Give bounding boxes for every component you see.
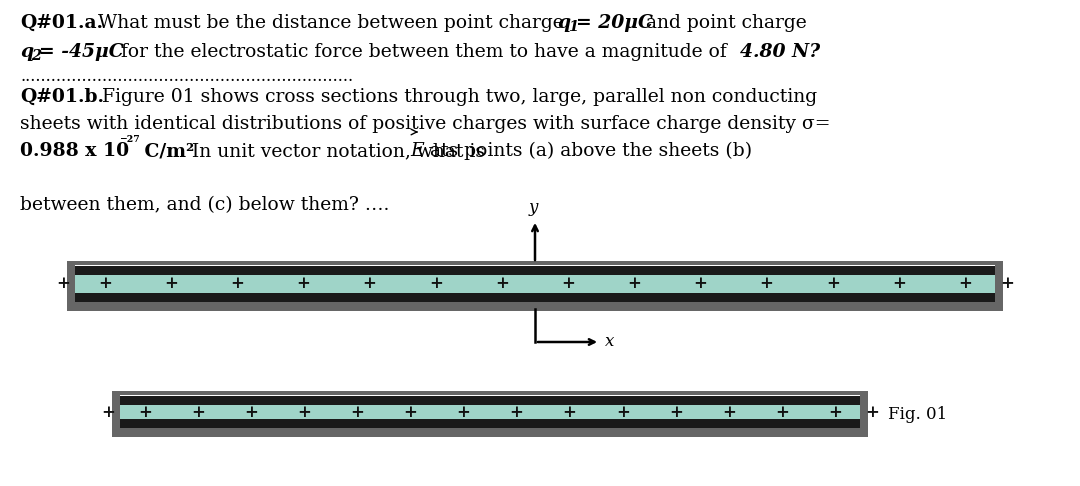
Text: ats points (a) above the sheets (b): ats points (a) above the sheets (b) xyxy=(424,142,752,160)
Bar xyxy=(75,270,995,302)
Text: +: + xyxy=(693,275,707,292)
Text: 4.80 N?: 4.80 N? xyxy=(740,43,820,61)
Text: +: + xyxy=(775,403,788,420)
Bar xyxy=(995,261,1003,309)
Text: +: + xyxy=(56,275,70,292)
Text: for the electrostatic force between them to have a magnitude of: for the electrostatic force between them… xyxy=(114,43,732,61)
Text: 0.988 x 10: 0.988 x 10 xyxy=(21,142,130,160)
Text: ⁻²⁷: ⁻²⁷ xyxy=(119,136,139,150)
Text: +: + xyxy=(562,275,575,292)
Text: +: + xyxy=(865,403,879,420)
Text: x: x xyxy=(605,333,615,350)
Text: 2: 2 xyxy=(31,49,41,63)
Text: +: + xyxy=(828,403,842,420)
Text: +: + xyxy=(404,403,417,420)
Text: +: + xyxy=(244,403,258,420)
Text: What must be the distance between point charge: What must be the distance between point … xyxy=(98,14,570,32)
Bar xyxy=(120,396,860,405)
Text: +: + xyxy=(297,403,311,420)
Bar xyxy=(860,391,868,435)
Bar xyxy=(67,261,1003,265)
Text: +: + xyxy=(164,275,178,292)
Text: q: q xyxy=(557,14,570,32)
Text: +: + xyxy=(297,275,310,292)
Text: +: + xyxy=(102,403,114,420)
Bar xyxy=(120,400,860,428)
Text: +: + xyxy=(510,403,524,420)
Text: +: + xyxy=(721,403,735,420)
Bar xyxy=(120,419,860,428)
Bar xyxy=(112,391,868,395)
Text: between them, and (c) below them? ….: between them, and (c) below them? …. xyxy=(21,196,390,214)
Text: and point charge: and point charge xyxy=(640,14,807,32)
Text: +: + xyxy=(495,275,509,292)
Bar xyxy=(67,302,1003,311)
Bar xyxy=(75,266,995,275)
Text: q: q xyxy=(21,43,33,61)
Text: +: + xyxy=(429,275,443,292)
Text: = -45μC: = -45μC xyxy=(39,43,123,61)
Text: +: + xyxy=(138,403,152,420)
Bar xyxy=(75,293,995,302)
Text: Q#01.a.: Q#01.a. xyxy=(21,14,103,32)
Text: +: + xyxy=(98,275,112,292)
Text: +: + xyxy=(230,275,244,292)
Text: . In unit vector notation, what is: . In unit vector notation, what is xyxy=(180,142,491,160)
Text: +: + xyxy=(616,403,630,420)
Text: +: + xyxy=(1000,275,1014,292)
Bar xyxy=(112,391,120,435)
Text: E: E xyxy=(410,142,423,160)
Text: +: + xyxy=(457,403,471,420)
Text: .................................................................: ........................................… xyxy=(21,68,353,85)
Text: +: + xyxy=(563,403,577,420)
Text: 1: 1 xyxy=(568,20,578,34)
Text: Q#01.b.: Q#01.b. xyxy=(21,88,104,106)
Text: Fig. 01: Fig. 01 xyxy=(888,405,947,422)
Text: +: + xyxy=(958,275,972,292)
Bar xyxy=(112,428,868,437)
Bar xyxy=(67,261,75,309)
Text: +: + xyxy=(892,275,906,292)
Text: +: + xyxy=(669,403,683,420)
Text: = 20μC: = 20μC xyxy=(576,14,653,32)
Text: +: + xyxy=(826,275,839,292)
Text: C/m²: C/m² xyxy=(138,142,194,160)
Text: Figure 01 shows cross sections through two, large, parallel non conducting: Figure 01 shows cross sections through t… xyxy=(90,88,818,106)
Text: +: + xyxy=(350,403,364,420)
Text: sheets with identical distributions of positive charges with surface charge dens: sheets with identical distributions of p… xyxy=(21,115,831,133)
Text: +: + xyxy=(759,275,773,292)
Text: +: + xyxy=(363,275,377,292)
Text: +: + xyxy=(627,275,642,292)
Text: +: + xyxy=(191,403,205,420)
Text: y: y xyxy=(528,199,538,216)
